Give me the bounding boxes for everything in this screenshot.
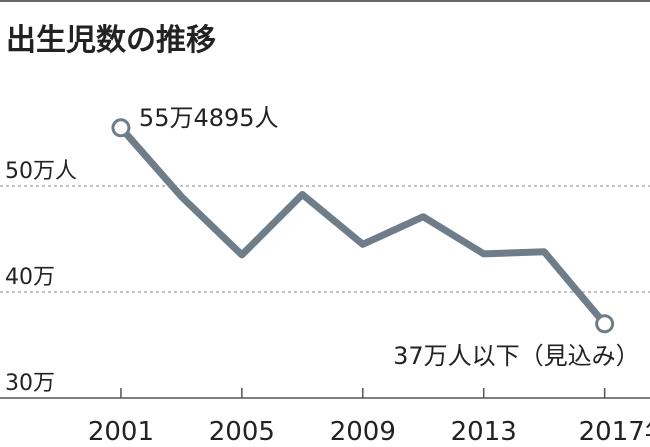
x-tick-label: 2013	[451, 417, 517, 447]
y-tick-label: 50万人	[5, 159, 77, 184]
x-tick-label: 2005	[209, 417, 275, 447]
point-marker	[595, 314, 615, 334]
data-label: 37万人以下（見込み）	[393, 342, 640, 370]
data-label: 55万4895人	[139, 104, 279, 132]
x-tick-label: 2009	[330, 417, 396, 447]
x-tick-label: 2017年	[579, 417, 650, 447]
series-line	[118, 125, 608, 327]
y-tick-label: 40万	[5, 265, 55, 290]
x-tick-label: 2001	[88, 417, 154, 447]
y-tick-label: 30万	[5, 371, 55, 396]
point-marker	[111, 118, 131, 138]
chart-title: 出生児数の推移	[6, 23, 216, 58]
